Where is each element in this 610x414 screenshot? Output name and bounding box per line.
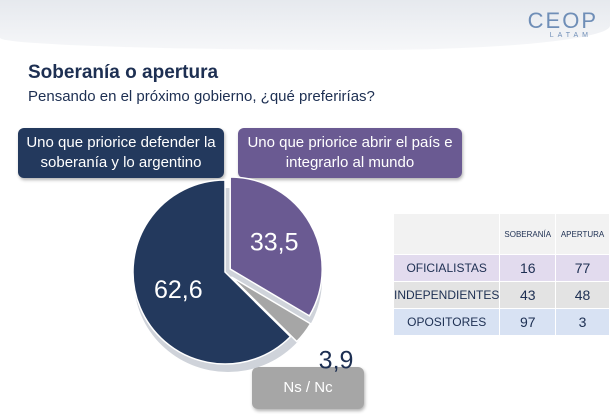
table-row: INDEPENDIENTES 43 48 — [392, 281, 610, 309]
data-label: 3,9 — [319, 346, 354, 374]
pie-slice — [132, 179, 292, 365]
table-corner — [392, 213, 501, 255]
table-cell: 97 — [499, 308, 557, 336]
logo: CEOP — [527, 8, 598, 33]
data-label: 33,5 — [250, 229, 299, 257]
column-header: SOBERANÍA — [499, 213, 557, 255]
pie-slice — [230, 276, 312, 343]
legend-entry: Ns / Nc — [252, 367, 364, 409]
legend-entry: Uno que priorice defender la soberanía y… — [18, 128, 224, 178]
table-cell: 43 — [499, 281, 557, 309]
table-header: SOBERANÍA APERTURA — [392, 213, 610, 255]
row-label: OFICIALISTAS — [392, 254, 501, 282]
legend-entry: Uno que priorice abrir el país e integra… — [238, 128, 462, 178]
table-cell: 16 — [499, 254, 557, 282]
table-row: OPOSITORES 97 3 — [392, 308, 610, 336]
chart-subtitle: Pensando en el próximo gobierno, ¿qué pr… — [28, 88, 375, 105]
table-row: OFICIALISTAS 16 77 — [392, 254, 610, 282]
row-label: OPOSITORES — [392, 308, 501, 336]
table: SOBERANÍA APERTURA OFICIALISTAS 16 77 INDEP… — [392, 213, 610, 336]
pie-slice — [229, 176, 323, 317]
chart-title: Soberanía o apertura — [28, 62, 219, 83]
data-label: 62,6 — [154, 276, 203, 304]
table-cell: 3 — [555, 308, 610, 336]
table-cell: 48 — [555, 281, 610, 309]
header-band — [0, 0, 610, 50]
row-label: INDEPENDIENTES — [392, 281, 501, 309]
table-cell: 77 — [555, 254, 610, 282]
logo-sub: LATAM — [549, 32, 592, 39]
column-header: APERTURA — [555, 213, 610, 255]
